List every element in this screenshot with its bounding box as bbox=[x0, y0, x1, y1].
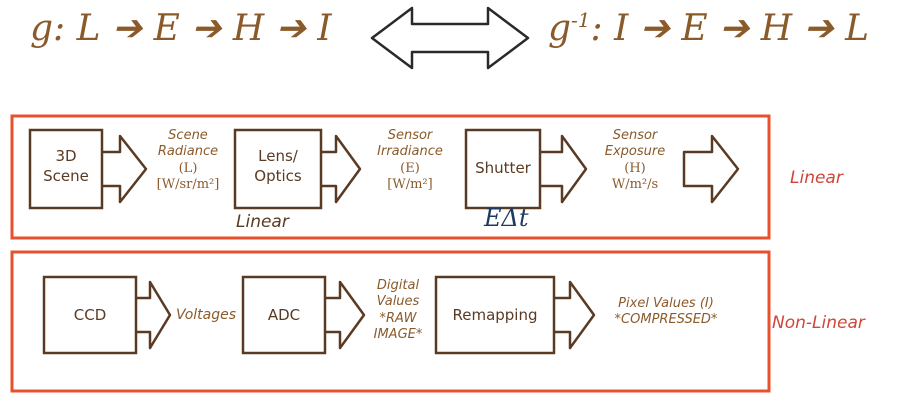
shutter-box-line1: Shutter bbox=[475, 159, 531, 177]
arrow-icon bbox=[102, 134, 148, 204]
adc-box-label: ADC bbox=[267, 306, 301, 324]
digital-values-l2: Values bbox=[376, 294, 420, 310]
digital-values-label: Digital Values *RAW IMAGE* bbox=[362, 278, 434, 343]
scene-radiance-l4: [W/sr/m²] bbox=[156, 176, 220, 192]
linear-frame bbox=[10, 114, 771, 240]
sensor-irradiance-l4: [W/m²] bbox=[387, 176, 433, 192]
scene-radiance-label: Scene Radiance (L) [W/sr/m²] bbox=[144, 128, 232, 193]
inverse-g: g bbox=[548, 8, 572, 49]
arrow-icon bbox=[325, 280, 366, 350]
scene-box-line2: Scene bbox=[43, 167, 89, 186]
remapping-box bbox=[434, 275, 556, 355]
inverse-superscript: -1 bbox=[571, 8, 591, 32]
lens-box-label: Lens/ Optics bbox=[235, 146, 321, 187]
ccd-box-label: CCD bbox=[73, 306, 107, 324]
sensor-exposure-l3: (H) bbox=[624, 160, 646, 176]
shutter-box-label: Shutter bbox=[466, 158, 540, 178]
shutter-exposure-note: EΔt bbox=[484, 204, 529, 232]
nonlinear-frame bbox=[10, 250, 771, 393]
lens-box-line2: Optics bbox=[254, 167, 302, 186]
inverse-rest: : I ➔ E ➔ H ➔ L bbox=[590, 8, 870, 49]
digital-values-l4: IMAGE* bbox=[373, 326, 423, 342]
voltages-label: Voltages bbox=[175, 307, 237, 323]
nonlinear-row-label: Non-Linear bbox=[772, 313, 865, 333]
arrow-icon bbox=[136, 280, 172, 350]
sensor-irradiance-label: Sensor Irradiance (E) [W/m²] bbox=[358, 128, 462, 193]
sensor-exposure-l4: W/m²/s bbox=[611, 176, 659, 192]
digital-values-l1: Digital bbox=[376, 278, 420, 293]
lens-linear-note: Linear bbox=[236, 212, 289, 232]
pixel-values-label: Pixel Values (I) *COMPRESSED* bbox=[596, 296, 736, 329]
adc-box bbox=[241, 275, 327, 355]
bidirectional-arrow-icon bbox=[370, 6, 530, 70]
sensor-irradiance-l1: Sensor bbox=[387, 128, 433, 143]
shutter-box bbox=[464, 128, 542, 210]
sensor-irradiance-l2: Irradiance bbox=[377, 144, 443, 160]
digital-values-l3: *RAW bbox=[379, 310, 417, 326]
arrow-icon bbox=[682, 134, 740, 204]
arrow-icon bbox=[540, 134, 588, 204]
forward-mapping-equation: g: L ➔ E ➔ H ➔ I bbox=[30, 8, 332, 49]
scene-box-line1: 3D bbox=[55, 147, 77, 165]
ccd-box bbox=[42, 275, 138, 355]
arrow-icon bbox=[321, 134, 362, 204]
scene-radiance-l2: Radiance bbox=[157, 144, 219, 160]
scene-box-label: 3D Scene bbox=[30, 146, 102, 187]
inverse-mapping-equation: g-1: I ➔ E ➔ H ➔ L bbox=[548, 8, 869, 49]
sensor-exposure-l2: Exposure bbox=[604, 144, 666, 160]
pixel-values-l2: *COMPRESSED* bbox=[614, 312, 718, 328]
sensor-exposure-l1: Sensor bbox=[612, 128, 658, 143]
lens-box bbox=[233, 128, 323, 210]
scene-radiance-l3: (L) bbox=[178, 160, 198, 176]
remapping-box-label: Remapping bbox=[452, 306, 538, 324]
sensor-irradiance-l3: (E) bbox=[400, 160, 420, 176]
lens-box-line1: Lens/ bbox=[258, 147, 298, 165]
pixel-values-l1: Pixel Values (I) bbox=[618, 296, 714, 311]
scene-box bbox=[28, 128, 104, 210]
linear-row-label: Linear bbox=[790, 168, 843, 188]
sensor-exposure-label: Sensor Exposure (H) W/m²/s bbox=[590, 128, 680, 193]
scene-radiance-l1: Scene bbox=[168, 128, 208, 143]
arrow-icon bbox=[554, 280, 596, 350]
